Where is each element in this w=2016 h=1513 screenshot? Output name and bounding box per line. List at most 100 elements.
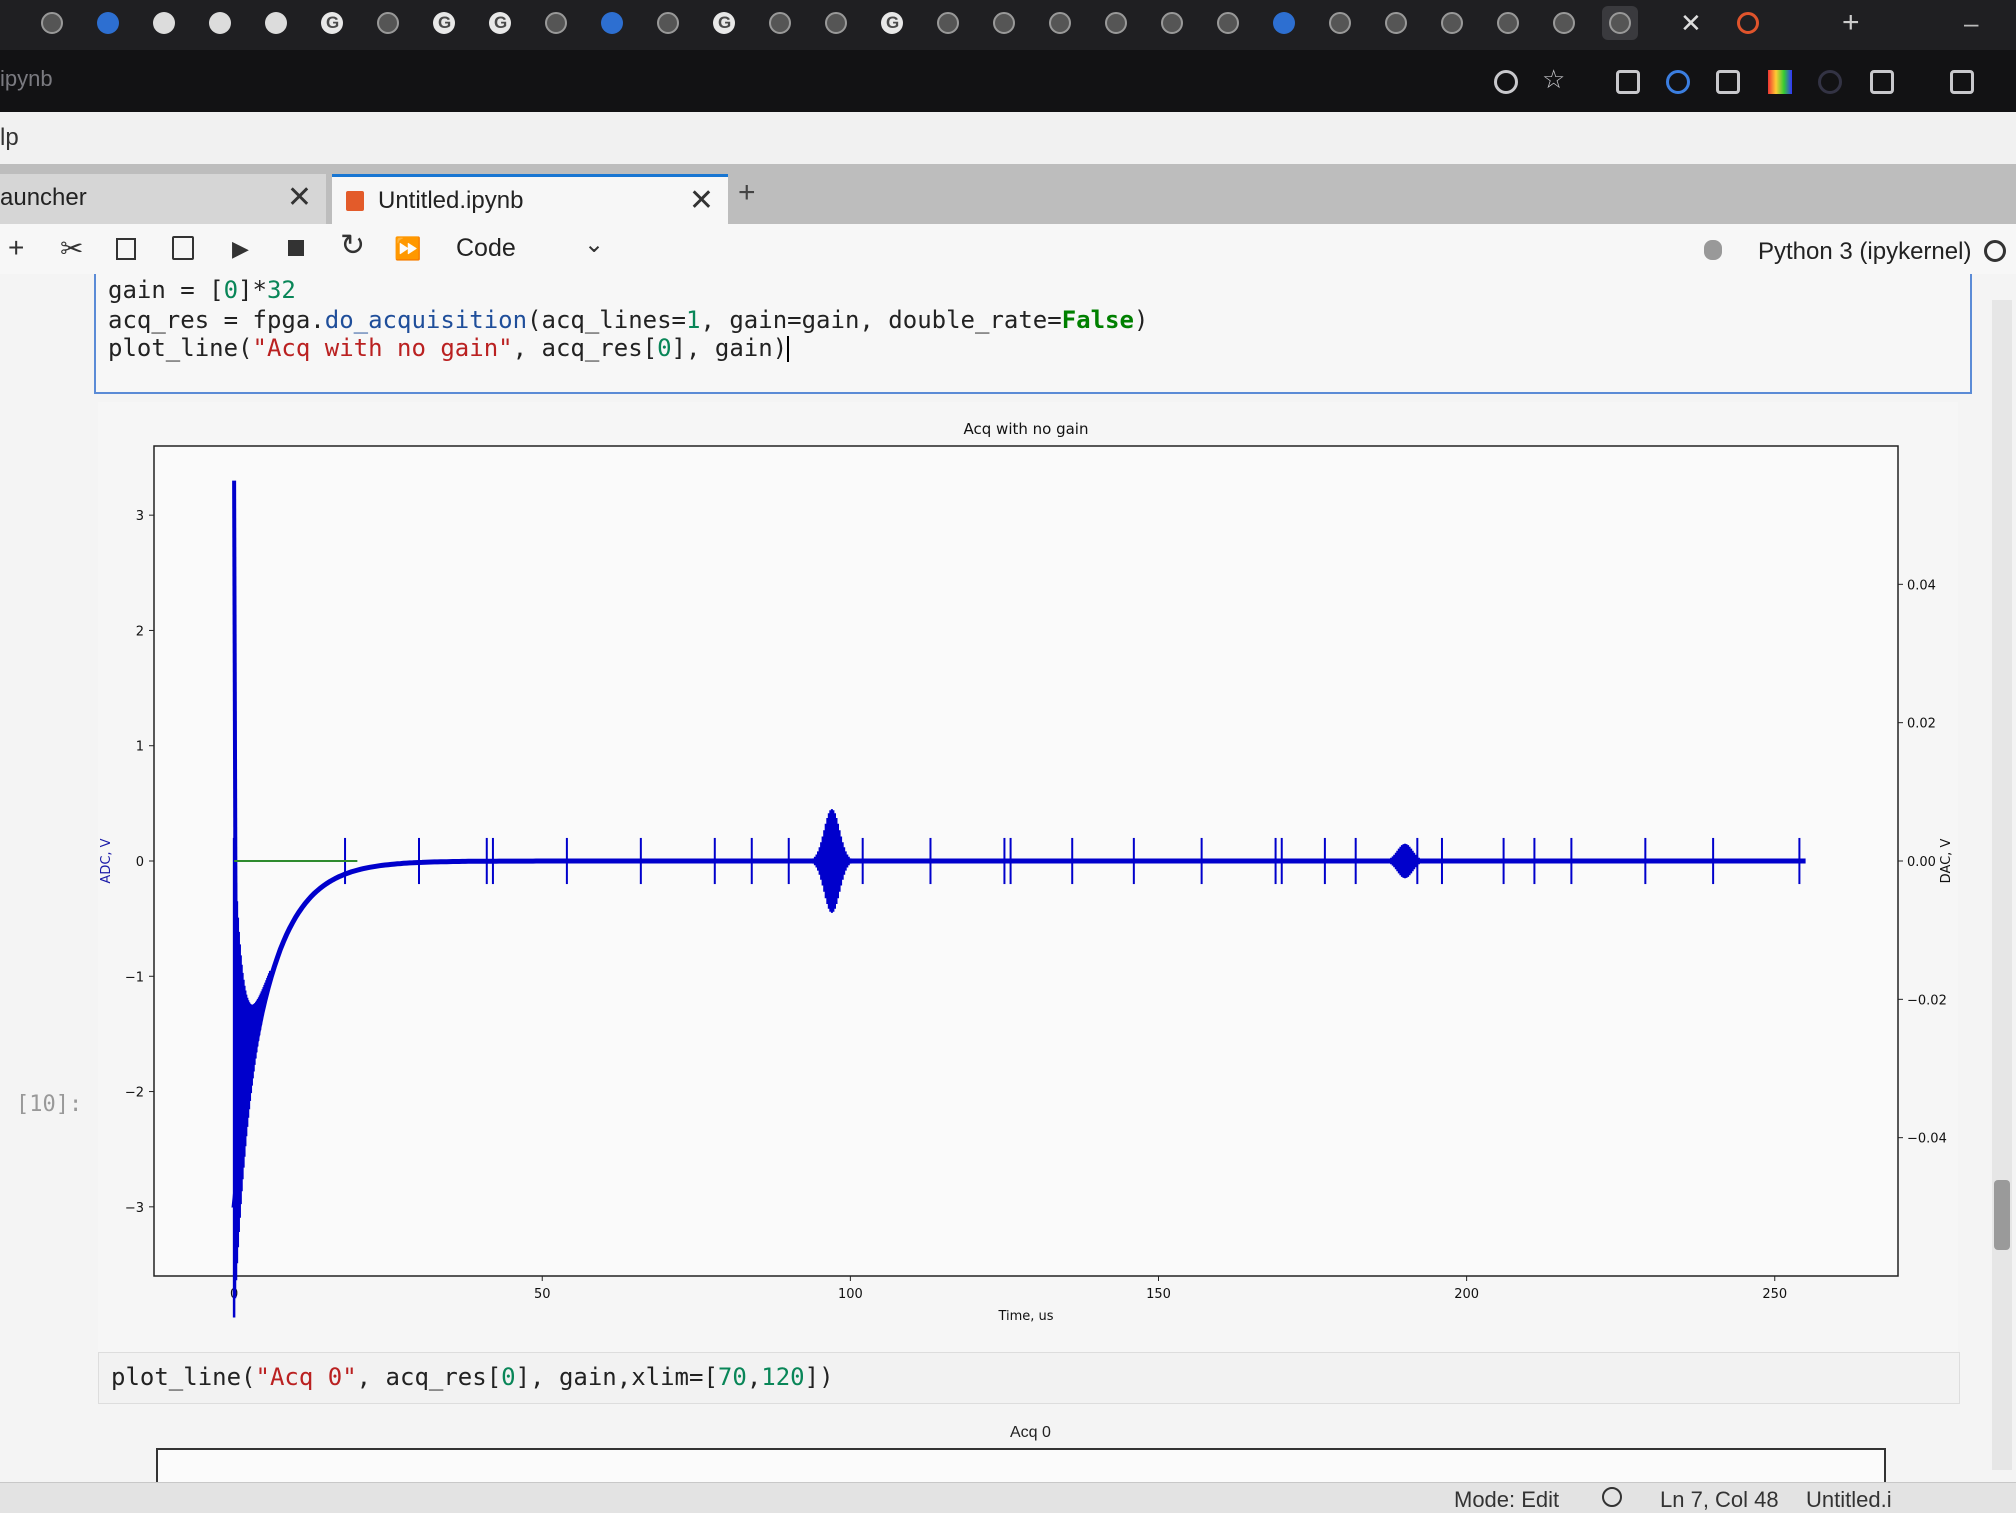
browser-tab[interactable] (1730, 6, 1766, 40)
browser-tab[interactable] (258, 6, 294, 40)
code-cell-active[interactable]: gain = [0]*32 acq_res = fpga.do_acquisit… (94, 274, 1972, 394)
tab-untitled-notebook[interactable]: Untitled.ipynb ✕ (332, 174, 728, 224)
adc-burst (812, 809, 852, 913)
zoom-icon[interactable] (1494, 70, 1518, 94)
google-icon (433, 12, 455, 34)
bookmark-star-icon[interactable]: ☆ (1542, 64, 1566, 94)
x-axis-label: Time, us (997, 1309, 1053, 1324)
extension-icon[interactable] (1716, 70, 1740, 94)
side-panel-icon[interactable] (1950, 70, 1974, 94)
add-cell-icon[interactable]: + (8, 232, 25, 263)
extension-icon[interactable] (1818, 70, 1842, 94)
browser-tab[interactable] (1266, 6, 1302, 40)
browser-tab[interactable] (1154, 6, 1190, 40)
browser-tab[interactable] (1546, 6, 1582, 40)
browser-tab[interactable] (594, 6, 630, 40)
fast-forward-icon[interactable]: ⏩ (394, 236, 422, 261)
browser-tab[interactable] (1210, 6, 1246, 40)
browser-tab[interactable] (762, 6, 798, 40)
extension-icon[interactable] (1616, 70, 1640, 94)
browser-tab[interactable] (90, 6, 126, 40)
chrome-icon (993, 12, 1015, 34)
close-tab-icon[interactable]: ✕ (1680, 8, 1702, 38)
video-icon (937, 12, 959, 34)
grid-icon (1217, 12, 1239, 34)
browser-tab[interactable] (314, 6, 350, 40)
cut-icon[interactable]: ✂ (60, 233, 84, 264)
y-tick-label: −3 (125, 1201, 144, 1216)
kernel-name[interactable]: Python 3 (ipykernel) (1758, 238, 1972, 265)
y2-tick-label: 0.02 (1907, 717, 1936, 732)
menu-help[interactable]: lp (0, 124, 19, 151)
browser-tab[interactable] (650, 6, 686, 40)
text-cursor (787, 336, 790, 362)
y-tick-label: 1 (136, 740, 144, 755)
restart-icon[interactable]: ↻ (340, 229, 366, 262)
browser-tab[interactable] (146, 6, 182, 40)
edit-mode: Mode: Edit (1454, 1487, 1560, 1512)
stop-icon[interactable] (288, 240, 304, 256)
address-url[interactable]: ipynb (0, 66, 53, 91)
google-icon (881, 12, 903, 34)
browser-tab[interactable] (986, 6, 1022, 40)
scrollbar-thumb[interactable] (1994, 1180, 2010, 1250)
debugger-icon[interactable] (1704, 240, 1722, 260)
x-tick-label: 250 (1762, 1287, 1787, 1302)
google-icon (489, 12, 511, 34)
browser-tab[interactable] (202, 6, 238, 40)
browser-tab[interactable] (930, 6, 966, 40)
tab-label: Untitled.ipynb (378, 187, 524, 214)
browser-tab[interactable] (706, 6, 742, 40)
browser-tab[interactable] (1042, 6, 1078, 40)
y2-tick-label: 0.04 (1907, 578, 1936, 593)
adc-burst (1385, 843, 1425, 879)
code-line: plot_line("Acq 0", acq_res[0], gain,xlim… (111, 1363, 834, 1391)
browser-tab[interactable] (1602, 6, 1638, 40)
tab-launcher[interactable]: auncher ✕ (0, 174, 326, 224)
loading-icon (1737, 12, 1759, 34)
github-icon (265, 12, 287, 34)
scrollbar[interactable] (1992, 300, 2012, 1470)
browser-tab[interactable] (874, 6, 910, 40)
color-picker-icon[interactable] (1768, 70, 1792, 94)
run-icon[interactable]: ▶ (232, 236, 249, 261)
extension-icon[interactable] (1666, 70, 1690, 94)
browser-tab[interactable] (426, 6, 462, 40)
copy-icon[interactable] (116, 238, 136, 260)
close-icon[interactable]: ✕ (286, 181, 312, 214)
notebook-toolbar: + ✂ ▶ ↻ ⏩ Code ⌄ Python 3 (ipykernel) (0, 224, 2016, 275)
chart-title: Acq with no gain (964, 420, 1089, 438)
code-cell[interactable]: plot_line("Acq 0", acq_res[0], gain,xlim… (98, 1352, 1960, 1404)
new-tab-button[interactable]: + (1842, 6, 1860, 39)
browser-tab[interactable] (1098, 6, 1134, 40)
browser-tab[interactable] (1322, 6, 1358, 40)
s-icon (377, 12, 399, 34)
y-tick-label: 2 (136, 624, 144, 639)
chrome-icon (1497, 12, 1519, 34)
cell-type-dropdown[interactable]: Code (456, 234, 516, 262)
browser-tab[interactable] (1378, 6, 1414, 40)
close-icon[interactable]: ✕ (688, 184, 714, 217)
kernel-status-icon (1984, 240, 2006, 262)
puzzle-icon[interactable] (1870, 70, 1894, 94)
chrome-icon (1441, 12, 1463, 34)
browser-tab[interactable] (1490, 6, 1526, 40)
browser-tab-strip: ✕ + – (0, 0, 2016, 50)
file-name: Untitled.i (1806, 1487, 1892, 1512)
chrome-icon (545, 12, 567, 34)
github-icon (153, 12, 175, 34)
add-tab-button[interactable]: + (738, 176, 756, 209)
browser-tab[interactable] (538, 6, 574, 40)
r-icon (657, 12, 679, 34)
acq-plot-svg: Acq with no gain Time, us ADC, V DAC, V 0 50 1… (98, 402, 1958, 1352)
y-axis-label: ADC, V (99, 838, 114, 883)
browser-tab[interactable] (818, 6, 854, 40)
browser-tab[interactable] (482, 6, 518, 40)
chevron-down-icon[interactable]: ⌄ (584, 231, 605, 258)
notebook-content: gain = [0]*32 acq_res = fpga.do_acquisit… (0, 274, 2016, 1488)
minimize-window-button[interactable]: – (1964, 8, 1979, 38)
browser-tab[interactable] (34, 6, 70, 40)
browser-tab[interactable] (370, 6, 406, 40)
paste-icon[interactable] (172, 236, 194, 260)
browser-tab[interactable] (1434, 6, 1470, 40)
